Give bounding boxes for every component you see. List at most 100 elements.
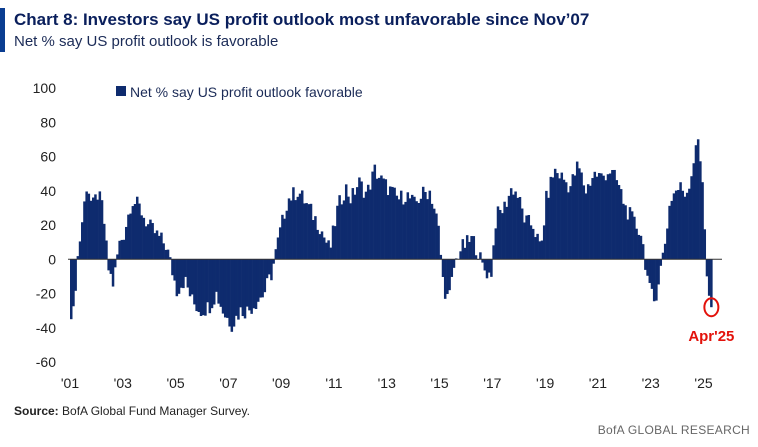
bar	[157, 235, 161, 260]
bar	[474, 255, 478, 260]
bar	[294, 200, 297, 260]
x-tick-label: '15	[430, 375, 448, 391]
x-tick-label: '07	[219, 375, 237, 391]
bar	[514, 191, 517, 260]
bar	[507, 195, 511, 260]
legend-label: Net % say US profit outlook favorable	[130, 84, 363, 100]
bar	[428, 190, 432, 260]
bar	[395, 195, 399, 260]
bar	[633, 216, 636, 260]
bar	[710, 259, 713, 308]
annotation-circle	[703, 297, 720, 318]
bar	[417, 202, 421, 260]
bar	[265, 259, 269, 279]
bar	[540, 240, 544, 260]
bar	[305, 203, 308, 260]
bar	[263, 259, 267, 293]
bar	[175, 259, 179, 297]
bar	[538, 241, 542, 260]
bar	[472, 236, 476, 260]
bar	[72, 259, 75, 307]
bar	[103, 223, 106, 260]
bar	[140, 215, 143, 260]
bar	[283, 218, 286, 260]
bar	[149, 219, 152, 260]
bar	[204, 259, 207, 316]
bar	[688, 188, 691, 260]
bar	[380, 175, 383, 260]
bar	[630, 211, 634, 260]
bar	[298, 193, 302, 260]
bar	[118, 240, 121, 260]
bar	[659, 259, 663, 266]
bar	[146, 224, 150, 260]
bar	[190, 259, 194, 295]
bar	[569, 186, 572, 260]
bar	[300, 190, 304, 260]
bar	[87, 193, 91, 260]
bar	[76, 256, 80, 260]
bar	[135, 196, 139, 260]
bar	[545, 190, 548, 260]
bar	[564, 182, 568, 260]
bar	[606, 174, 610, 260]
bar	[162, 243, 165, 260]
bar	[261, 259, 264, 298]
bar	[78, 241, 82, 260]
bar	[94, 194, 97, 260]
bar	[575, 161, 579, 260]
bar	[661, 252, 665, 260]
x-tick-label: '19	[536, 375, 554, 391]
bar	[219, 259, 223, 307]
bar	[705, 259, 709, 277]
bar	[278, 227, 282, 260]
bar	[560, 172, 564, 260]
bar	[89, 200, 93, 260]
bar	[424, 191, 427, 260]
x-tick-label: '11	[325, 375, 342, 391]
bar	[373, 164, 377, 260]
bar	[628, 207, 632, 260]
bar	[699, 161, 702, 260]
bar	[597, 173, 601, 260]
bar	[153, 233, 157, 260]
bar	[677, 189, 680, 260]
bar	[443, 259, 447, 299]
bar	[234, 259, 238, 316]
bar	[437, 225, 440, 260]
bar	[184, 259, 187, 277]
bar	[362, 197, 366, 260]
bar	[490, 259, 493, 277]
bar	[384, 179, 388, 260]
bar	[382, 178, 385, 260]
bar	[681, 190, 685, 260]
bar	[296, 196, 300, 260]
bar	[109, 259, 113, 274]
bar	[151, 223, 154, 260]
bar	[100, 200, 104, 260]
bar	[397, 199, 401, 260]
bar	[626, 219, 630, 260]
bar	[421, 186, 425, 260]
bar	[131, 206, 135, 260]
y-tick-label: -20	[36, 286, 56, 302]
bar	[386, 195, 390, 260]
source-label: Source:	[14, 404, 59, 418]
bar	[534, 237, 537, 260]
bar	[468, 241, 471, 260]
bar	[580, 172, 583, 260]
bar	[173, 259, 176, 281]
bar	[536, 233, 539, 260]
bar	[509, 188, 513, 260]
annotation-label: Apr'25	[688, 328, 734, 345]
bar	[228, 259, 231, 327]
bar	[408, 198, 412, 260]
x-tick-label: '03	[114, 375, 132, 391]
x-tick-label: '09	[272, 375, 290, 391]
y-tick-label: -60	[36, 354, 56, 370]
bar	[498, 209, 502, 260]
bar	[459, 251, 462, 260]
bar	[318, 234, 322, 260]
bar	[406, 192, 410, 260]
